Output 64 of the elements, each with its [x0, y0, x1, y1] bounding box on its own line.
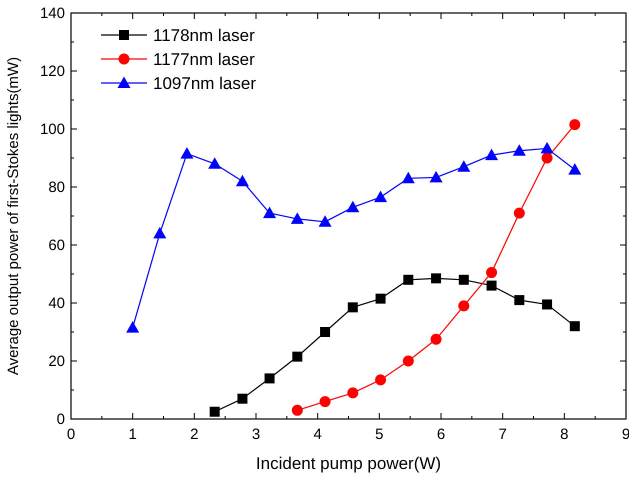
y-tick-label: 120 [40, 63, 65, 80]
point [568, 163, 582, 175]
x-tick-label: 1 [128, 426, 137, 443]
point [485, 148, 498, 160]
point [512, 144, 526, 156]
point [458, 300, 470, 312]
point [431, 273, 442, 284]
y-tick-label: 20 [48, 353, 65, 370]
legend-label: 1178nm laser [153, 26, 256, 45]
point [458, 274, 469, 285]
point [376, 294, 386, 304]
x-tick-label: 5 [375, 426, 384, 443]
y-tick-label: 140 [40, 5, 65, 22]
point [318, 215, 332, 227]
point [153, 226, 166, 238]
x-tick-label: 2 [190, 426, 199, 443]
point [263, 206, 276, 218]
point [430, 334, 442, 345]
point [486, 267, 498, 278]
point [208, 157, 222, 169]
point [210, 406, 220, 417]
point [126, 321, 140, 333]
point [457, 160, 470, 172]
x-tick-label: 6 [436, 426, 446, 443]
legend-label: 1097nm laser [153, 74, 256, 93]
point [486, 280, 497, 291]
point [348, 302, 358, 312]
point [236, 174, 249, 186]
point [374, 190, 388, 202]
legend-label: 1177nm laser [153, 50, 256, 69]
x-axis-title: Incident pump power(W) [256, 454, 442, 473]
x-tick-label: 0 [66, 426, 76, 443]
point [403, 274, 414, 285]
point [320, 396, 331, 408]
point [402, 172, 415, 184]
point [320, 327, 330, 337]
point [290, 212, 304, 224]
x-tick-label: 7 [498, 426, 507, 443]
point [570, 321, 580, 332]
point [514, 208, 525, 219]
point [430, 170, 443, 182]
point [292, 352, 302, 362]
y-tick-label: 60 [48, 237, 65, 254]
x-tick-label: 3 [252, 426, 260, 443]
point [237, 394, 248, 404]
point [180, 147, 194, 159]
point [402, 356, 414, 366]
point [347, 387, 358, 398]
point [514, 295, 524, 306]
point [542, 299, 552, 310]
y-tick-label: 40 [48, 295, 65, 312]
y-tick-label: 100 [40, 121, 65, 138]
y-tick-label: 0 [56, 411, 65, 428]
point [346, 200, 360, 212]
y-axis-title: Average output power of first-Stokes lights(mW) [5, 56, 22, 376]
point [292, 404, 303, 416]
y-tick-label: 80 [48, 179, 65, 196]
point [264, 373, 275, 384]
x-tick-label: 8 [560, 426, 569, 443]
point [375, 374, 386, 386]
point [542, 152, 553, 164]
point [569, 119, 580, 130]
point [540, 142, 554, 154]
x-tick-label: 4 [313, 426, 322, 443]
